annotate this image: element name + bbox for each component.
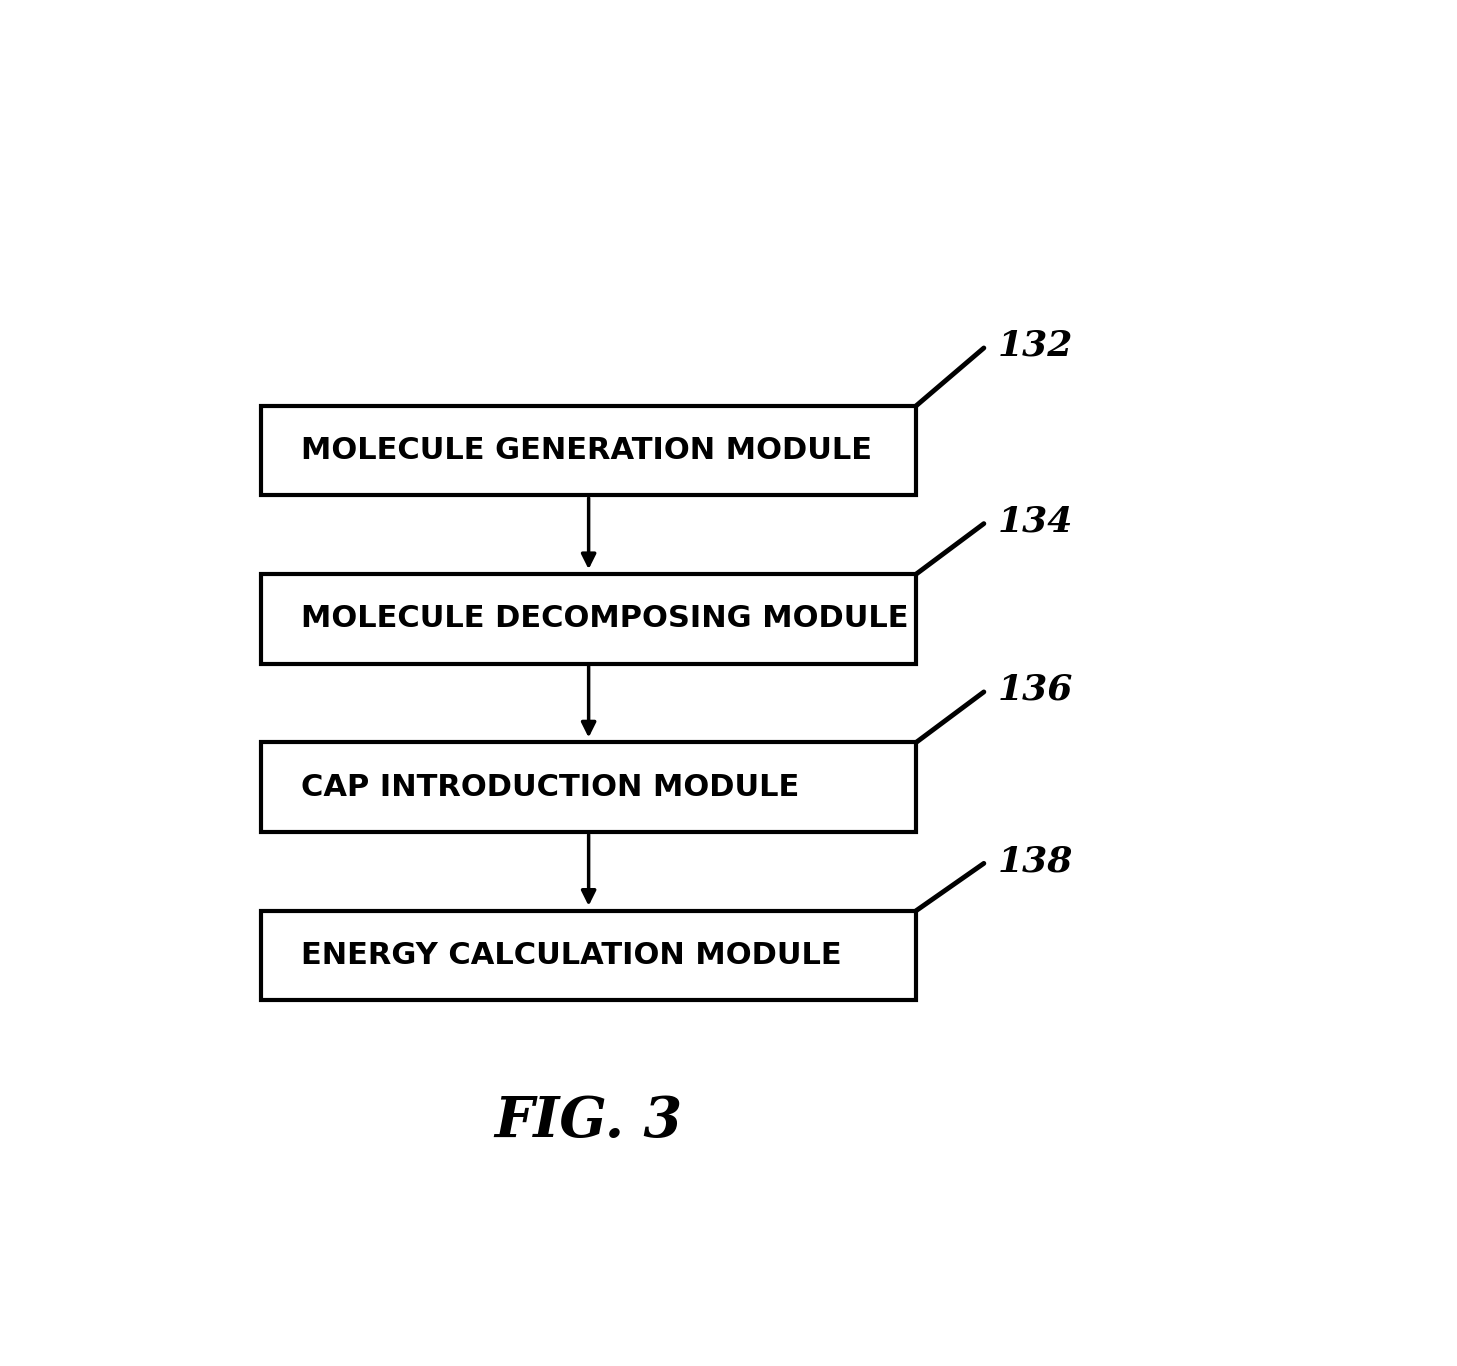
- Text: 134: 134: [998, 504, 1072, 538]
- Bar: [261, 911, 916, 1000]
- Bar: [261, 743, 916, 832]
- Text: CAP INTRODUCTION MODULE: CAP INTRODUCTION MODULE: [300, 773, 798, 802]
- Text: 138: 138: [998, 844, 1072, 878]
- Text: 132: 132: [998, 329, 1072, 363]
- Text: 136: 136: [998, 673, 1072, 706]
- Bar: [261, 406, 916, 496]
- Bar: [261, 574, 916, 664]
- Text: MOLECULE GENERATION MODULE: MOLECULE GENERATION MODULE: [300, 436, 871, 464]
- Text: ENERGY CALCULATION MODULE: ENERGY CALCULATION MODULE: [300, 941, 841, 970]
- Text: FIG. 3: FIG. 3: [494, 1094, 683, 1149]
- Text: MOLECULE DECOMPOSING MODULE: MOLECULE DECOMPOSING MODULE: [300, 604, 908, 634]
